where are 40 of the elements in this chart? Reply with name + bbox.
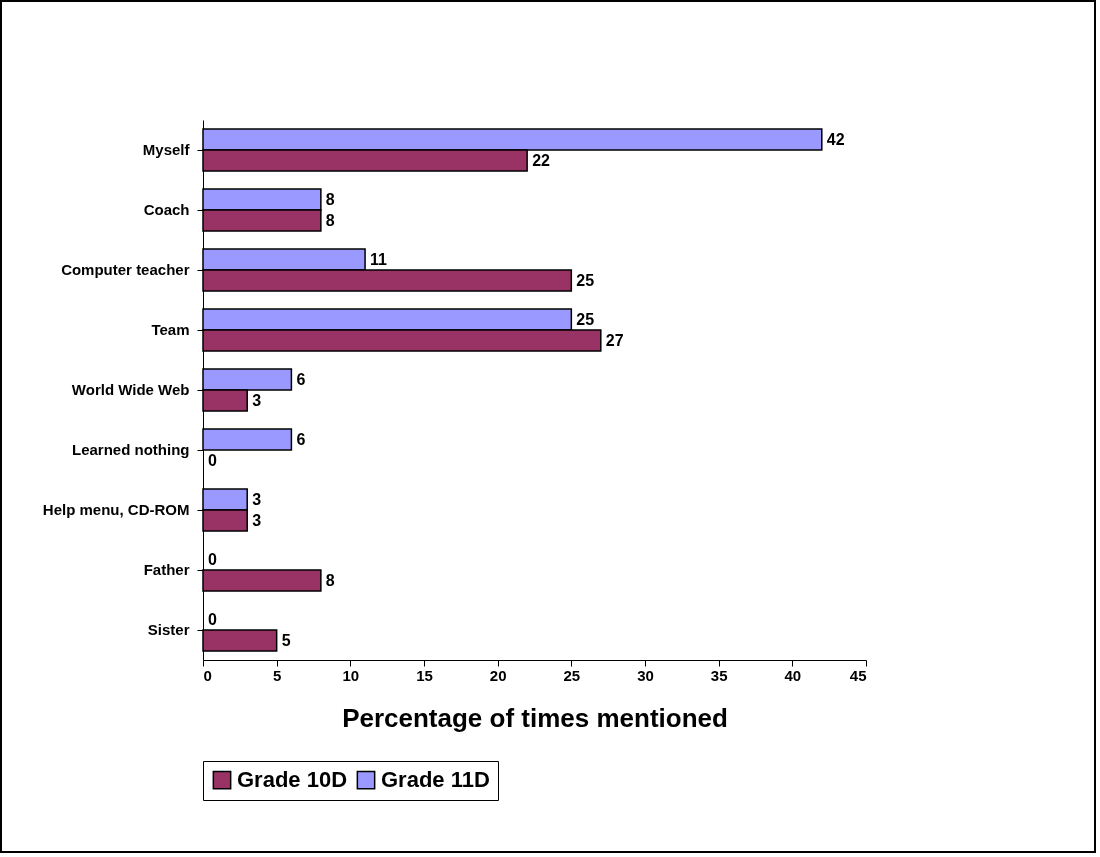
x-tick-label: 0 bbox=[203, 666, 212, 684]
data-label: 3 bbox=[252, 391, 262, 409]
x-tick-label: 20 bbox=[489, 666, 507, 684]
x-tick-label: 40 bbox=[784, 666, 802, 684]
data-label: 6 bbox=[296, 370, 306, 388]
data-label: 5 bbox=[281, 631, 291, 649]
data-label: 25 bbox=[576, 310, 595, 328]
x-tick-label: 45 bbox=[849, 666, 867, 684]
data-label: 3 bbox=[252, 490, 262, 508]
x-tick-label: 25 bbox=[563, 666, 581, 684]
y-tick-label: Computer teacher bbox=[61, 261, 190, 278]
data-label: 25 bbox=[576, 271, 595, 289]
x-tick-label: 10 bbox=[342, 666, 360, 684]
data-label: 3 bbox=[252, 511, 262, 529]
x-tick-label: 5 bbox=[272, 666, 282, 684]
y-tick-label: Help menu, CD-ROM bbox=[42, 501, 190, 518]
x-tick-label: 15 bbox=[416, 666, 433, 684]
data-label: 0 bbox=[208, 610, 217, 628]
y-tick-label: Sister bbox=[147, 621, 190, 638]
data-label: 42 bbox=[826, 130, 845, 148]
data-label: 8 bbox=[325, 211, 335, 229]
data-label: 22 bbox=[532, 151, 551, 169]
y-tick-label: Father bbox=[143, 561, 190, 578]
x-tick-label: 30 bbox=[637, 666, 654, 684]
data-label: 6 bbox=[296, 430, 306, 448]
x-tick-label: 35 bbox=[710, 666, 728, 684]
y-tick-label: Learned nothing bbox=[72, 441, 190, 458]
y-tick-label: Myself bbox=[142, 141, 191, 158]
data-label: 8 bbox=[325, 190, 335, 208]
data-label: 11 bbox=[370, 250, 388, 268]
data-label: 0 bbox=[208, 550, 217, 568]
data-label: 0 bbox=[208, 451, 217, 469]
x-axis-title: Percentage of times mentioned bbox=[342, 702, 728, 733]
legend-label: Grade 11D bbox=[381, 767, 490, 793]
legend-label: Grade 10D bbox=[237, 767, 348, 793]
data-label: 27 bbox=[605, 331, 624, 349]
y-tick-label: Coach bbox=[143, 201, 190, 218]
y-tick-label: Team bbox=[151, 321, 190, 338]
data-label: 8 bbox=[325, 571, 335, 589]
y-tick-label: World Wide Web bbox=[71, 381, 190, 398]
